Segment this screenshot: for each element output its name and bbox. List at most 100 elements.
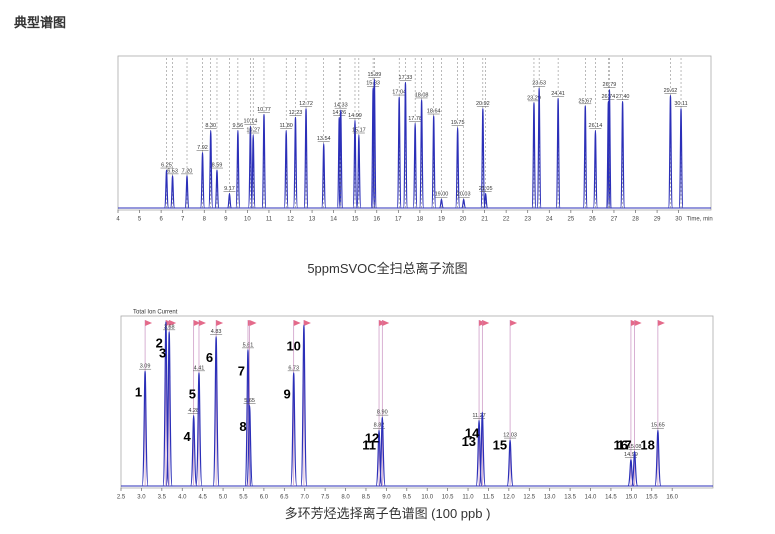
peak <box>290 372 298 487</box>
peak <box>163 169 170 209</box>
peak-label: 7.92 <box>197 145 208 151</box>
x-tick-label: 27 <box>611 217 618 223</box>
peak <box>184 175 190 209</box>
peak-number: 17 <box>617 437 631 452</box>
peak-label: 20.03 <box>457 192 471 198</box>
peak-label: 18.64 <box>427 108 441 114</box>
peak-label: 27.40 <box>616 94 630 100</box>
x-tick-label: 13 <box>309 217 316 223</box>
peak <box>235 130 241 209</box>
peak <box>356 134 362 209</box>
x-tick-label: 15.5 <box>646 495 658 501</box>
peak <box>412 122 418 209</box>
x-tick-label: 21 <box>481 217 488 223</box>
x-tick-label: 30 <box>675 217 682 223</box>
x-tick-label: 8.5 <box>362 495 371 501</box>
x-tick-label: 26 <box>589 217 596 223</box>
peak <box>141 370 149 487</box>
peak-label: 15.08 <box>628 444 642 450</box>
x-tick-label: 11 <box>266 217 273 223</box>
peak-number: 8 <box>239 419 246 434</box>
x-tick-label: 6.5 <box>280 495 289 501</box>
flag <box>634 320 642 326</box>
x-tick-label: 5.0 <box>219 495 228 501</box>
peak-label: 15.83 <box>366 81 380 87</box>
x-tick-label: 2.5 <box>117 495 126 501</box>
flag <box>249 320 257 326</box>
peak-label: 7.20 <box>182 168 193 174</box>
peak <box>208 130 214 209</box>
peak-label: 3.68 <box>164 324 175 330</box>
peak-number: 4 <box>183 429 191 444</box>
x-tick-label: 8 <box>203 217 207 223</box>
x-tick-label: 28 <box>632 217 639 223</box>
peak <box>582 105 588 209</box>
x-tick-label: 12.0 <box>503 495 515 501</box>
peak <box>438 198 445 209</box>
peak-label: 14.99 <box>624 452 638 458</box>
x-tick-label: 3.0 <box>137 495 146 501</box>
flag <box>193 320 201 326</box>
peak <box>483 192 489 209</box>
peak <box>506 439 514 487</box>
peak-label: 5.61 <box>243 342 254 348</box>
peak <box>455 127 461 209</box>
peak <box>631 450 639 487</box>
x-tick-label: 13.0 <box>544 495 556 501</box>
peak-label: 6.25 <box>161 162 172 168</box>
x-tick-label: 4.0 <box>178 495 187 501</box>
peak-number: 18 <box>640 437 654 452</box>
peak-number: 5 <box>189 386 196 401</box>
peak-number: 12 <box>365 431 379 446</box>
peak <box>480 108 486 209</box>
x-tick-label: 10.5 <box>442 495 454 501</box>
peak-label: 24.41 <box>551 91 565 97</box>
flag <box>169 320 177 326</box>
peak <box>250 134 256 209</box>
peak <box>190 414 198 487</box>
x-tick-label: 24 <box>546 217 553 223</box>
peak-label: 23.29 <box>527 95 541 101</box>
plot-frame <box>117 55 712 211</box>
flag <box>145 320 153 326</box>
peak <box>371 78 377 209</box>
peak-number: 2 <box>156 335 163 350</box>
peak <box>531 102 537 209</box>
x-tick-label: 10 <box>244 217 251 223</box>
peak <box>321 143 327 209</box>
peak-label: 9.17 <box>224 186 235 192</box>
peak <box>370 87 376 209</box>
peak-number: 14 <box>465 426 480 441</box>
peak <box>555 97 561 209</box>
peak-label: 10.27 <box>246 127 260 133</box>
peak <box>605 100 611 209</box>
x-tick-label: 18 <box>417 217 424 223</box>
x-tick-label: 3.5 <box>158 495 167 501</box>
x-tick-label: 5 <box>138 217 142 223</box>
x-tick-label: 12.5 <box>523 495 535 501</box>
flag <box>216 320 224 326</box>
peak-label: 8.30 <box>205 123 216 129</box>
x-tick-label: 20 <box>460 217 467 223</box>
peak <box>606 89 613 209</box>
peak-label: 12.23 <box>289 110 303 116</box>
peak-label: 9.56 <box>233 123 244 129</box>
plot-frame <box>120 315 714 489</box>
peak <box>402 81 409 209</box>
peak <box>165 331 173 487</box>
peak-label: 14.99 <box>348 113 362 119</box>
x-tick-label: 14 <box>330 217 337 223</box>
x-tick-label: 7.0 <box>301 495 310 501</box>
peak-label: 10.77 <box>257 107 271 113</box>
peak-label: 4.41 <box>194 365 205 371</box>
peak-label: 4.83 <box>211 329 222 335</box>
peak <box>667 94 674 209</box>
peak <box>214 169 220 209</box>
peak-number: 10 <box>286 339 300 354</box>
peak-label: 15.17 <box>352 127 366 133</box>
peak-label: 6.53 <box>167 168 178 174</box>
peak-label: 15.89 <box>368 72 382 78</box>
flag <box>382 320 390 326</box>
peak <box>283 130 289 209</box>
x-tick-label: 14.0 <box>585 495 597 501</box>
